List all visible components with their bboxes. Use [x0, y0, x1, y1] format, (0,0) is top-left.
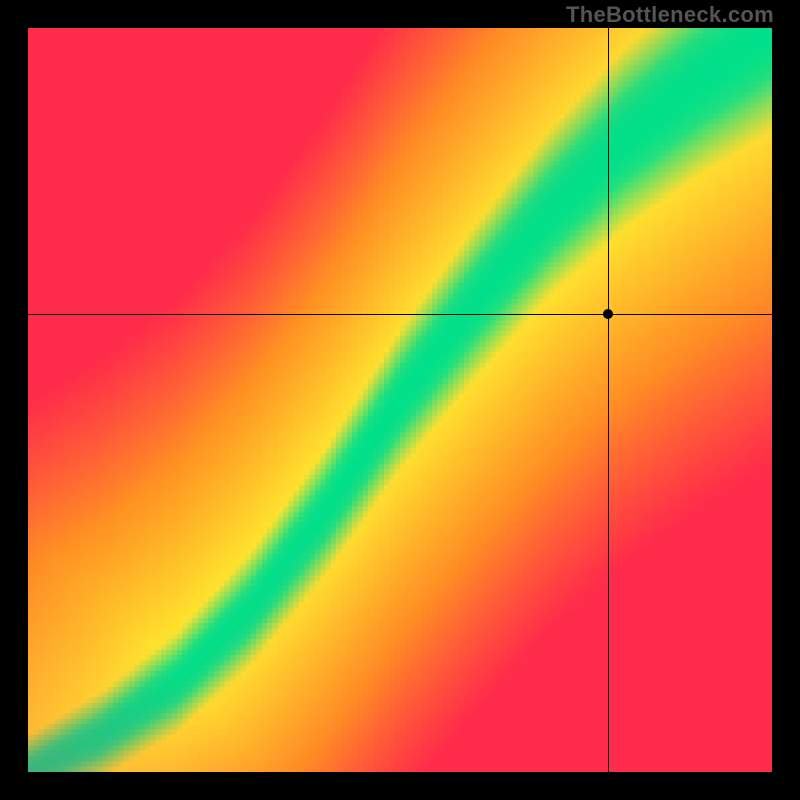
bottleneck-marker-dot	[603, 309, 613, 319]
watermark-text: TheBottleneck.com	[566, 2, 774, 28]
crosshair-horizontal	[28, 314, 772, 315]
bottleneck-heatmap	[28, 28, 772, 772]
chart-container: TheBottleneck.com	[0, 0, 800, 800]
crosshair-vertical	[608, 28, 609, 772]
